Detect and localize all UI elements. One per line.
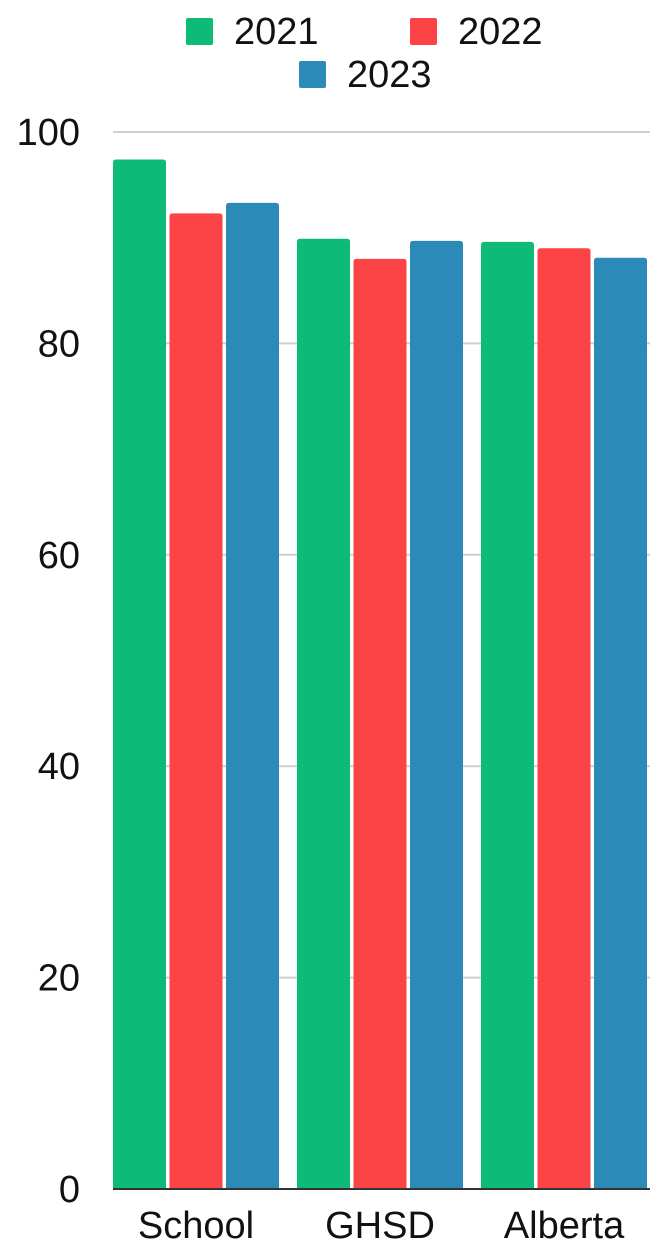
bar-2021-School bbox=[113, 159, 166, 1190]
legend-label-2022: 2022 bbox=[458, 11, 543, 53]
bar-2023-GHSD bbox=[410, 240, 463, 1190]
legend-swatch-2023 bbox=[299, 61, 326, 88]
bar-2022-Alberta bbox=[537, 248, 591, 1189]
bars bbox=[113, 159, 647, 1190]
bar-2023-Alberta bbox=[594, 257, 647, 1190]
legend-swatch-2022 bbox=[410, 18, 437, 45]
x-tick-label: Alberta bbox=[504, 1205, 625, 1245]
y-tick-label: 60 bbox=[38, 535, 80, 577]
legend-swatch-2021 bbox=[186, 18, 213, 45]
bar-2023-School bbox=[226, 202, 279, 1190]
bar-2022-School bbox=[169, 213, 223, 1189]
x-tick-label: GHSD bbox=[325, 1205, 435, 1245]
y-tick-label: 100 bbox=[17, 112, 80, 154]
y-tick-label: 0 bbox=[59, 1169, 80, 1211]
x-tick-label: School bbox=[138, 1205, 254, 1245]
y-axis: 0 20 40 60 80 100 bbox=[17, 112, 80, 1211]
y-tick-label: 20 bbox=[38, 958, 80, 1000]
bar-2022-GHSD bbox=[353, 258, 407, 1190]
legend-label-2021: 2021 bbox=[234, 11, 319, 53]
y-tick-label: 40 bbox=[38, 746, 80, 788]
legend-label-2023: 2023 bbox=[347, 54, 432, 96]
legend: 2021 2022 2023 bbox=[186, 11, 543, 96]
bar-2021-Alberta bbox=[481, 241, 534, 1190]
bar-2021-GHSD bbox=[297, 238, 350, 1189]
x-axis: School GHSD Alberta bbox=[113, 1188, 650, 1245]
y-tick-label: 80 bbox=[38, 323, 80, 365]
